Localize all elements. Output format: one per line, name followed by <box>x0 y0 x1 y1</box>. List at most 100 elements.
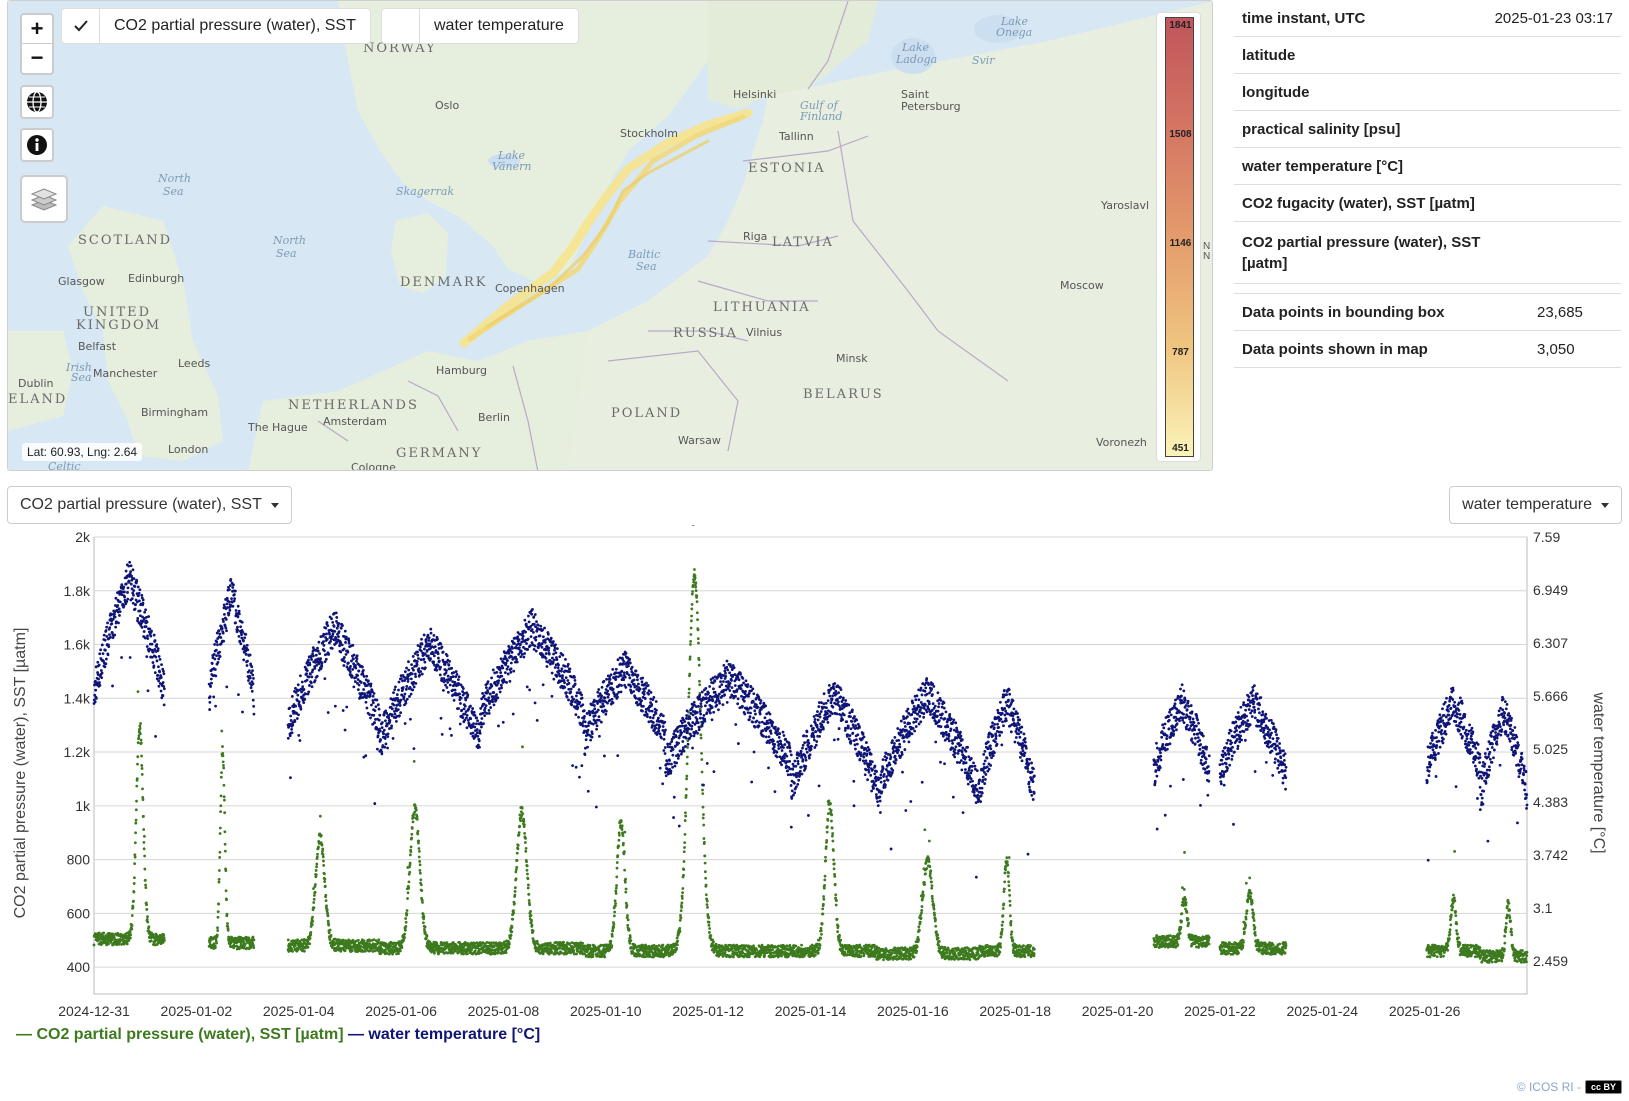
co2-point <box>862 952 866 956</box>
co2-point <box>162 933 166 937</box>
co2-point <box>1455 922 1459 926</box>
globe-button[interactable] <box>20 85 54 119</box>
time-series-chart[interactable]: 2k1.8k1.6k1.4k1.2k1k8006004007.596.9496.… <box>0 525 1629 1020</box>
co2-point <box>387 949 391 953</box>
co2-point <box>1003 871 1007 875</box>
temperature-point <box>118 614 121 617</box>
temperature-point <box>156 647 160 650</box>
co2-point <box>1008 899 1012 903</box>
co2-point <box>587 955 590 959</box>
temperature-point <box>150 629 153 633</box>
co2-point <box>1007 871 1010 875</box>
toggle-temperature-layer[interactable]: water temperature <box>381 8 579 44</box>
co2-point <box>325 904 328 908</box>
layers-button[interactable] <box>20 175 68 223</box>
co2-point <box>609 942 613 945</box>
co2-point <box>707 920 711 924</box>
co2-point <box>623 880 627 884</box>
co2-point <box>530 918 533 922</box>
co2-point <box>1446 948 1450 952</box>
co2-point <box>136 741 140 745</box>
right-variable-select[interactable]: water temperature <box>1449 486 1622 524</box>
co2-point <box>691 584 695 587</box>
co2-point <box>829 808 833 812</box>
co2-point <box>141 798 145 801</box>
co2-point <box>613 899 617 903</box>
co2-point <box>319 834 323 837</box>
co2-point <box>703 870 707 874</box>
co2-point <box>525 868 529 872</box>
co2-point <box>137 734 141 738</box>
checkmark-icon <box>62 9 100 43</box>
co2-point <box>512 909 515 913</box>
co2-point <box>917 929 921 932</box>
co2-point <box>224 889 228 893</box>
zoom-in-button[interactable]: + <box>22 15 52 44</box>
co2-point <box>509 933 513 937</box>
map-label-lithuania: LITHUANIA <box>713 300 811 315</box>
co2-point <box>208 939 212 943</box>
co2-point <box>141 787 144 791</box>
co2-point <box>1175 940 1179 944</box>
temperature-point <box>113 615 117 619</box>
co2-point <box>417 855 421 859</box>
info-value: 3,050 <box>1537 341 1575 358</box>
co2-point <box>535 939 539 943</box>
co2-point <box>526 872 529 876</box>
zoom-out-button[interactable]: − <box>30 45 44 70</box>
co2-point <box>222 783 226 787</box>
co2-point <box>882 958 885 962</box>
co2-point <box>701 788 704 792</box>
co2-point <box>529 913 533 917</box>
base-map[interactable]: NORWAY SCOTLAND UNITED KINGDOM DENMARK E… <box>8 1 1213 471</box>
co2-point <box>219 775 223 779</box>
info-button[interactable] <box>20 128 54 162</box>
co2-point <box>688 657 692 661</box>
co2-point <box>697 658 701 662</box>
checkbox-empty <box>382 9 420 43</box>
co2-point <box>412 816 415 819</box>
co2-point <box>315 862 319 866</box>
co2-point <box>688 655 692 659</box>
temperature-point <box>93 700 97 704</box>
co2-point <box>1500 959 1504 963</box>
co2-point <box>219 810 222 814</box>
co2-point <box>112 936 116 939</box>
map-label-cologne: Cologne <box>351 461 396 471</box>
co2-point <box>763 954 766 958</box>
co2-point <box>145 908 149 911</box>
map-label-birmingham: Birmingham <box>141 406 208 419</box>
co2-point <box>1249 892 1253 895</box>
co2-point <box>399 949 402 953</box>
co2-point <box>927 860 931 863</box>
co2-point <box>755 948 759 952</box>
info-table: time instant, UTC 2025-01-23 03:17 latit… <box>1234 0 1621 368</box>
co2-point <box>425 934 429 938</box>
co2-point <box>781 950 785 954</box>
co2-point <box>385 952 389 955</box>
co2-point <box>624 877 627 881</box>
co2-point <box>523 841 527 844</box>
temperature-point <box>160 663 163 667</box>
toggle-co2-layer[interactable]: CO2 partial pressure (water), SST <box>61 8 371 44</box>
co2-point <box>1033 947 1036 951</box>
co2-point <box>220 729 224 733</box>
co2-point <box>1521 949 1524 952</box>
co2-point <box>1008 888 1011 892</box>
co2-point <box>403 936 406 940</box>
map-label-dublin: Dublin <box>18 377 54 390</box>
co2-point <box>822 895 826 898</box>
co2-point <box>226 925 230 928</box>
left-variable-select[interactable]: CO2 partial pressure (water), SST <box>7 486 292 524</box>
co2-point <box>1001 914 1005 918</box>
co2-point <box>323 877 327 881</box>
map-panel[interactable]: NORWAY SCOTLAND UNITED KINGDOM DENMARK E… <box>7 0 1213 471</box>
co2-point <box>687 691 691 695</box>
co2-point <box>517 833 521 837</box>
co2-point <box>331 946 334 950</box>
co2-point <box>243 942 247 946</box>
co2-point <box>318 814 322 818</box>
co2-point <box>409 850 413 854</box>
co2-point <box>316 852 319 856</box>
co2-point <box>351 949 354 952</box>
